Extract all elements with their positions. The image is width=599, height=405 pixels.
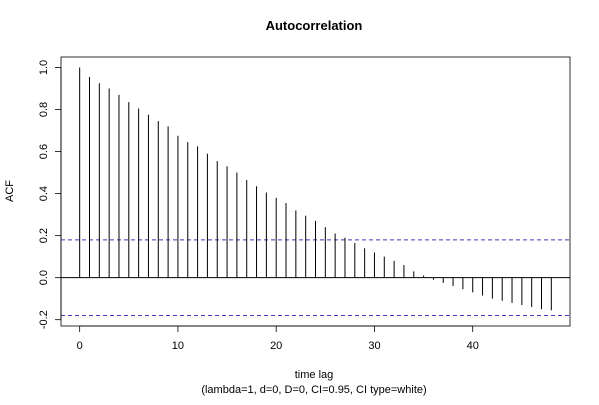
y-axis: -0.2 0.0 0.2 0.4 0.6 0.8 1.0 xyxy=(38,60,62,329)
x-tick-label: 40 xyxy=(467,340,479,352)
x-axis-label: time lag xyxy=(295,369,334,381)
x-tick-label: 30 xyxy=(368,340,380,352)
x-tick-label: 10 xyxy=(172,340,184,352)
y-tick-label: 0.8 xyxy=(38,102,50,117)
y-tick-label: 0.0 xyxy=(38,270,50,285)
y-tick-label: 0.2 xyxy=(38,228,50,243)
y-tick-label: -0.2 xyxy=(38,310,50,329)
y-tick-label: 0.4 xyxy=(38,186,50,201)
x-axis: 0 10 20 30 40 xyxy=(77,325,479,352)
x-tick-label: 0 xyxy=(77,340,83,352)
y-tick-label: 0.6 xyxy=(38,144,50,159)
acf-stems xyxy=(79,67,552,311)
y-axis-label: ACF xyxy=(4,180,16,202)
x-tick-label: 20 xyxy=(270,340,282,352)
chart-subtitle: (lambda=1, d=0, D=0, CI=0.95, CI type=wh… xyxy=(201,384,426,396)
y-tick-label: 1.0 xyxy=(38,60,50,75)
chart-title: Autocorrelation xyxy=(266,18,363,33)
